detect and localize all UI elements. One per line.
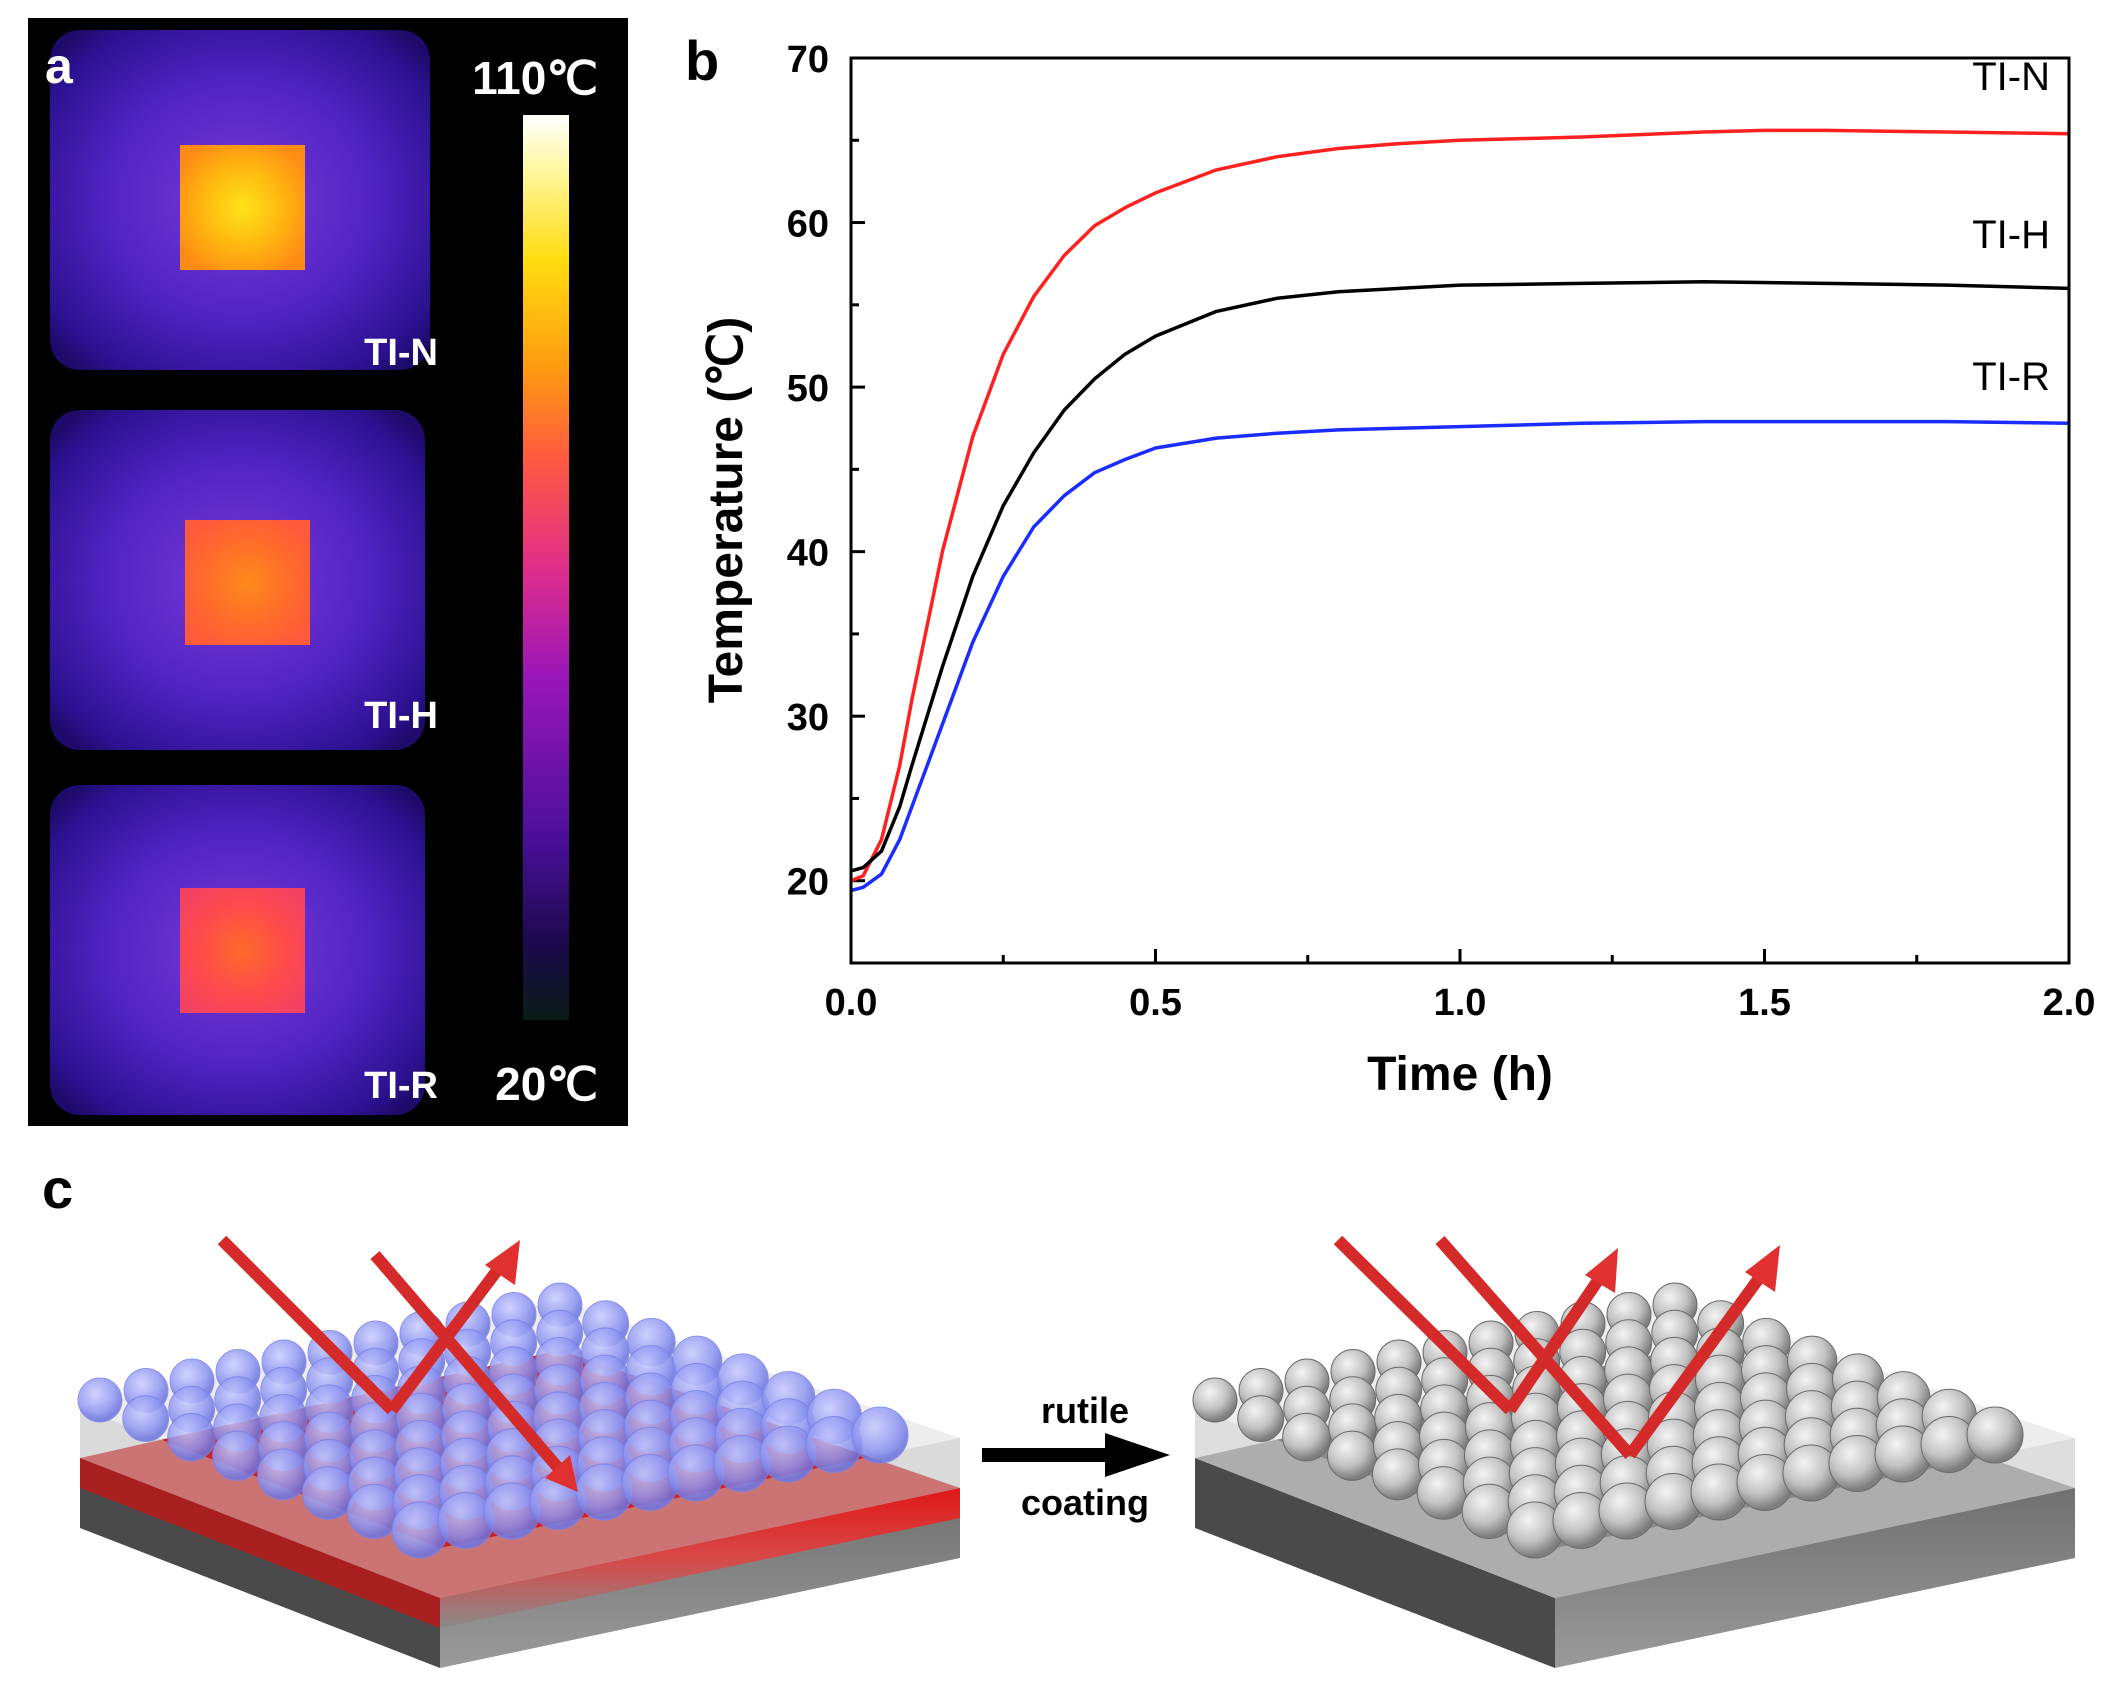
x-tick-label: 0.5 — [1129, 982, 1182, 1024]
thermal-tile-ti-r — [50, 785, 425, 1115]
thermal-tile-ti-h — [50, 410, 425, 750]
sample-label-ti-h: TI-H — [364, 695, 438, 737]
slab-front-side — [1555, 1488, 2075, 1668]
panel-label-a: a — [45, 38, 74, 94]
sphere — [1237, 1395, 1285, 1442]
sphere — [1192, 1377, 1238, 1423]
sphere — [77, 1377, 123, 1423]
series-labels: TI-N TI-H TI-R — [1972, 55, 2050, 399]
colorbar — [523, 115, 569, 1020]
uncoated-film-schematic — [77, 1235, 960, 1668]
red-layer-front — [440, 1488, 960, 1628]
arrow-label-rutile: rutile — [1041, 1390, 1129, 1431]
sphere — [851, 1406, 909, 1464]
y-tick-label: 30 — [787, 697, 829, 739]
x-tick-label: 1.5 — [1738, 982, 1791, 1024]
y-axis-title: Temperature (℃) — [700, 317, 753, 703]
x-tick-label: 1.0 — [1434, 982, 1487, 1024]
sphere — [257, 1448, 309, 1501]
heated-region — [185, 520, 310, 645]
chart-tick-labels: 0.0 0.5 1.0 1.5 2.0 20 30 40 50 60 70 — [787, 39, 2096, 1024]
heated-region — [180, 145, 305, 270]
sphere — [212, 1430, 263, 1481]
series-label-ti-h: TI-H — [1972, 213, 2050, 257]
series-line-ti-r — [850, 419, 2070, 893]
coated-film-schematic — [1192, 1235, 2075, 1668]
chart-ticks — [849, 56, 2071, 963]
arrow-head — [1105, 1433, 1170, 1477]
glass-encapsulation — [80, 1408, 960, 1598]
heated-region — [180, 888, 305, 1013]
y-tick-label: 20 — [787, 862, 829, 904]
arrow-shaft — [982, 1448, 1107, 1462]
y-tick-label: 40 — [787, 533, 829, 575]
x-axis-title: Time (h) — [1367, 1048, 1553, 1101]
thermal-tile-ti-n — [50, 30, 430, 370]
series-label-ti-n: TI-N — [1972, 55, 2050, 99]
process-arrow: rutile coating — [982, 1390, 1170, 1523]
y-tick-label: 60 — [787, 204, 829, 246]
colorbar-min-label: 20℃ — [495, 1058, 598, 1110]
schematic-panel: c rutile coating — [42, 1157, 2075, 1668]
x-tick-label: 2.0 — [2043, 982, 2096, 1024]
sample-label-ti-r: TI-R — [364, 1065, 438, 1107]
glass-encapsulation — [1195, 1408, 2075, 1598]
series-line-ti-n — [850, 128, 2070, 883]
y-tick-label: 70 — [787, 39, 829, 81]
plot-frame — [849, 56, 2071, 965]
thermal-image-panel: a 110℃ 20℃ TI-N TI-H TI-R — [28, 18, 628, 1126]
y-tick-label: 50 — [787, 368, 829, 410]
colorbar-max-label: 110℃ — [472, 52, 598, 104]
sample-label-ti-n: TI-N — [364, 332, 438, 374]
chart-series — [850, 128, 2070, 893]
sphere — [1327, 1430, 1378, 1481]
sphere — [122, 1395, 170, 1442]
sphere — [1372, 1448, 1424, 1501]
red-layer-left — [80, 1458, 440, 1628]
series-line-ti-h — [850, 280, 2070, 873]
x-tick-label: 0.0 — [825, 982, 878, 1024]
sphere — [1966, 1406, 2024, 1464]
sphere — [167, 1412, 216, 1462]
arrow-label-coating: coating — [1021, 1482, 1149, 1523]
light-arrows-left — [217, 1235, 578, 1492]
panel-label-c: c — [42, 1157, 73, 1220]
light-arrows-right — [1333, 1235, 1780, 1459]
slab-left-side — [1195, 1458, 1555, 1668]
series-label-ti-r: TI-R — [1972, 355, 2050, 399]
sphere — [1282, 1412, 1331, 1462]
panel-label-b: b — [685, 29, 719, 92]
